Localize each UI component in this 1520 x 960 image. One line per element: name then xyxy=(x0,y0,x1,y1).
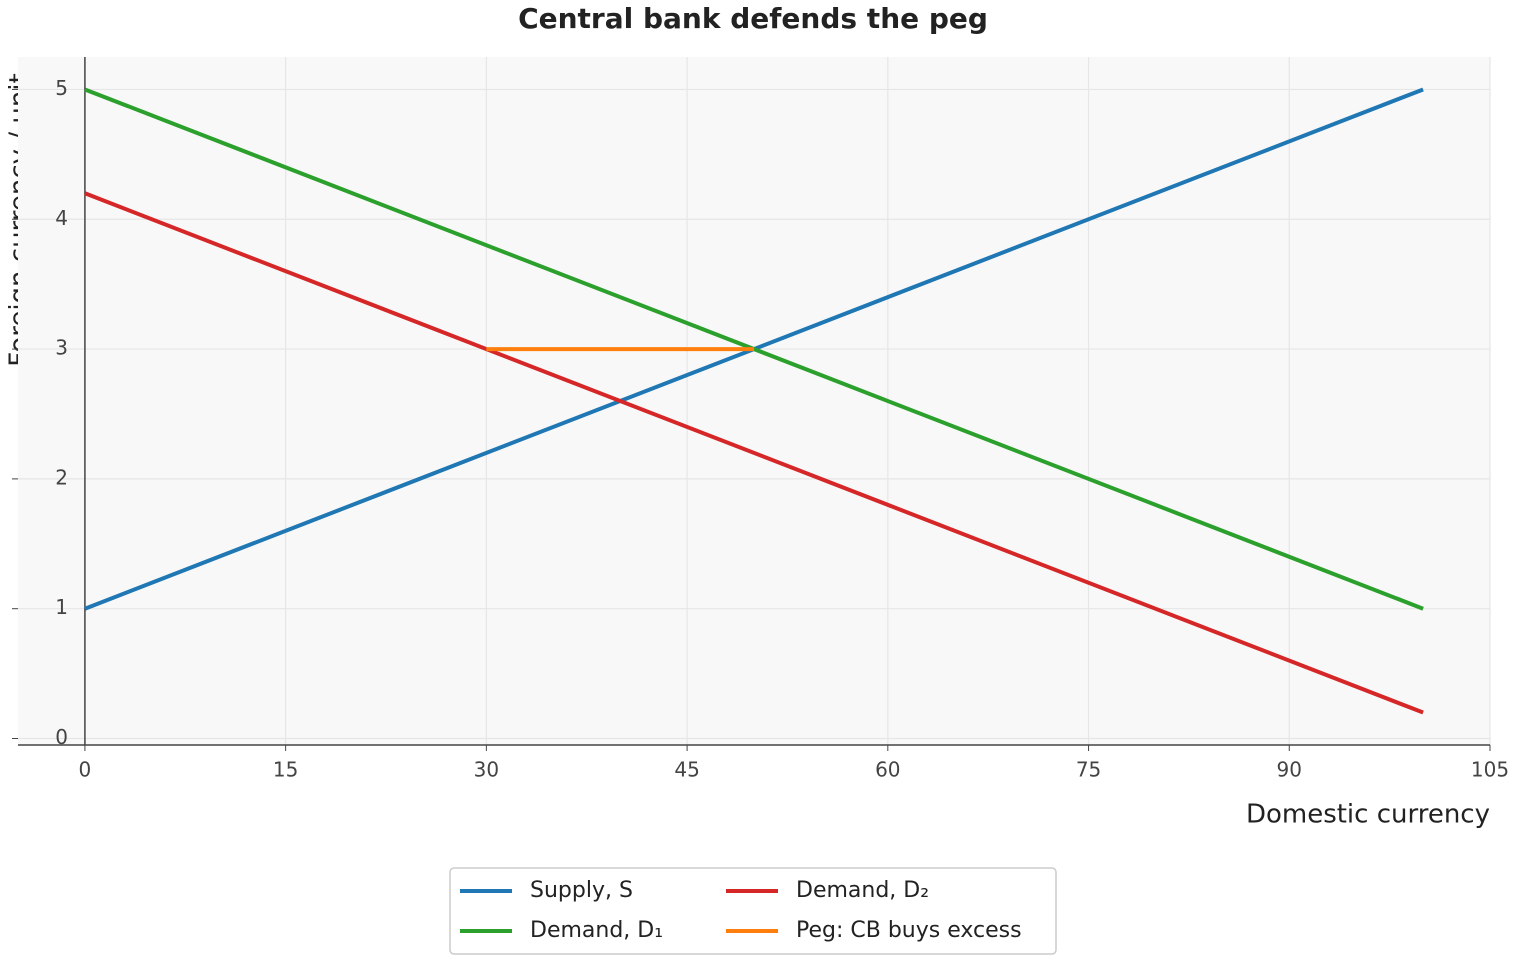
x-tick-label: 75 xyxy=(1076,758,1101,782)
plot-area xyxy=(18,57,1490,745)
x-axis-label: Domestic currency xyxy=(1246,800,1490,830)
x-tick-label: 30 xyxy=(474,758,499,782)
legend-box xyxy=(449,867,1057,955)
y-tick-label: 3 xyxy=(55,336,68,360)
x-tick-label: 60 xyxy=(875,758,900,782)
y-tick-label: 2 xyxy=(55,465,68,489)
legend-label: Supply, S xyxy=(530,878,633,903)
y-tick-label: 0 xyxy=(55,725,68,749)
x-tick-label: 0 xyxy=(79,758,92,782)
legend-label: Demand, D₁ xyxy=(530,918,663,943)
x-tick-label: 90 xyxy=(1277,758,1302,782)
y-tick-label: 4 xyxy=(55,206,68,230)
legend-label: Demand, D₂ xyxy=(796,878,929,903)
y-tick-label: 1 xyxy=(55,595,68,619)
line xyxy=(84,191,1424,715)
y-tick-label: 5 xyxy=(55,76,68,100)
x-tick-label: 105 xyxy=(1471,758,1509,782)
x-tick-label: 15 xyxy=(273,758,298,782)
chart-title: Central bank defends the peg xyxy=(518,2,988,35)
x-tick-label: 45 xyxy=(674,758,699,782)
legend-label: Peg: CB buys excess xyxy=(796,918,1022,943)
